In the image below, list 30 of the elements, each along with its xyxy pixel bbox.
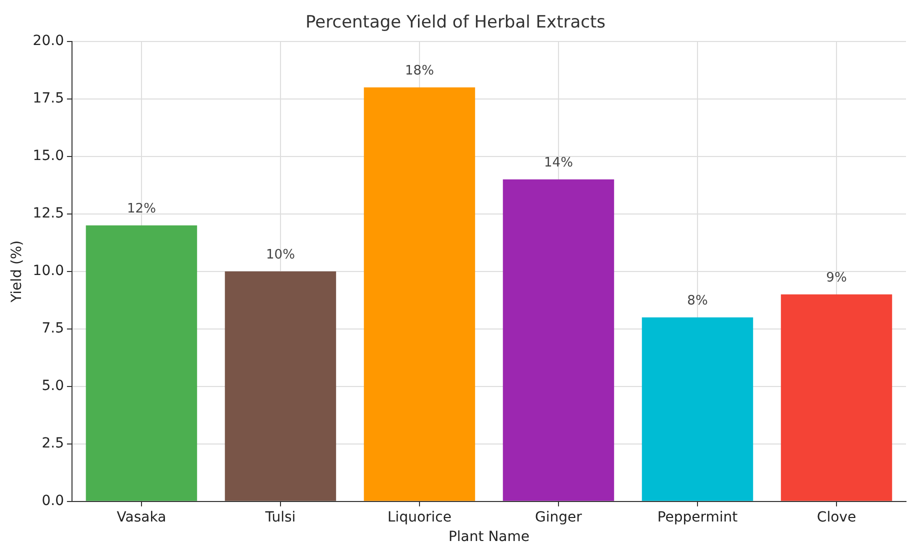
y-tick-label: 2.5 — [42, 436, 64, 452]
bar — [364, 87, 476, 501]
bar — [642, 317, 754, 501]
data-label: 10% — [266, 247, 295, 262]
bar — [224, 271, 336, 501]
data-label: 14% — [544, 155, 573, 170]
data-label: 8% — [687, 293, 708, 308]
x-tick-label: Clove — [816, 509, 856, 526]
x-tick-label: Ginger — [535, 509, 582, 526]
x-axis-title: Plant Name — [448, 529, 530, 546]
y-tick-label: 20.0 — [32, 33, 64, 50]
y-tick-label: 10.0 — [32, 263, 64, 280]
y-tick-label: 5.0 — [42, 378, 64, 394]
y-tick-label: 12.5 — [32, 206, 64, 222]
chart-title: Percentage Yield of Herbal Extracts — [305, 12, 606, 33]
bar — [780, 294, 892, 501]
bar — [86, 225, 198, 501]
bar — [502, 179, 614, 501]
x-tick-label: Liquorice — [387, 509, 452, 526]
y-tick-label: 15.0 — [32, 148, 64, 164]
data-label: 18% — [405, 63, 434, 78]
y-axis-title: Yield (%) — [9, 240, 26, 304]
x-tick-label: Tulsi — [264, 509, 296, 526]
y-tick-label: 17.5 — [32, 90, 64, 107]
data-label: 12% — [127, 201, 156, 216]
x-tick-label: Vasaka — [116, 509, 166, 526]
data-label: 9% — [826, 270, 847, 286]
y-tick-label: 0.0 — [42, 493, 64, 510]
y-tick-label: 7.5 — [42, 320, 64, 337]
x-tick-label: Peppermint — [657, 509, 738, 526]
